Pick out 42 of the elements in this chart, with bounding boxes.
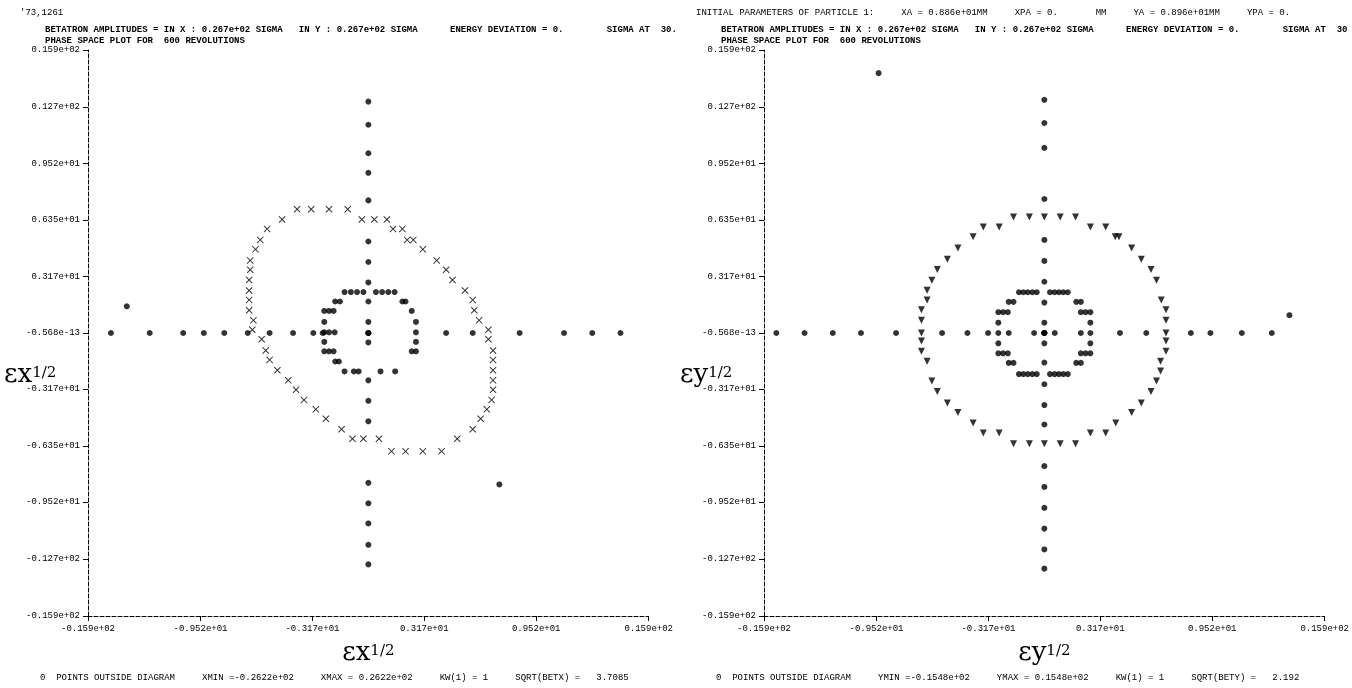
text: '73,1261: [20, 7, 64, 18]
text: 0 POINTS OUTSIDE DIAGRAM XMIN =-0.2622e+02 XMAX = 0.2622e+02 KW(1) = 1 SQRT(BETX) = 3.7085: [40, 672, 629, 683]
x-tick-label: 0.952e+01: [511, 623, 561, 634]
y-tick-label: 0.159e+02: [707, 45, 756, 55]
y-tick-label: 0.317e+01: [31, 271, 80, 282]
chart-title: BETATRON AMPLITUDES = IN X : 0.267e+02 SIGMA IN Y : 0.267e+02 SIGMA ENERGY DEVIATION = 0. SIGMA AT 30.: [45, 24, 677, 35]
y-tick-label: -0.159e+02: [701, 611, 756, 621]
x-tick-label: 0.159e+02: [1300, 623, 1349, 634]
x-tick-label: -0.159e+02: [736, 623, 792, 634]
y-tick-label: -0.127e+02: [25, 554, 80, 565]
x-tick-label: 0.317e+01: [1075, 623, 1125, 634]
y-tick-label: 0.317e+01: [707, 271, 756, 282]
y-tick-label: -0.568e-13: [25, 328, 80, 338]
text: INITIAL PARAMETERS OF PARTICLE 1: XA = 0.886e+01MM XPA = 0. MM YA = 0.896e+01MM YPA = 0.: [696, 7, 1291, 18]
x-tick-label: -0.159e+02: [60, 623, 116, 634]
y-tick-label: -0.159e+02: [25, 611, 80, 621]
y-tick-label: 0.635e+01: [707, 214, 756, 225]
y-tick-label: 0.127e+02: [31, 101, 80, 112]
chart-title: BETATRON AMPLITUDES = IN X : 0.267e+02 SIGMA IN Y : 0.267e+02 SIGMA ENERGY DEVIATION = 0. SIGMA AT 30: [721, 24, 1348, 35]
y-tick-label: -0.127e+02: [701, 554, 756, 565]
y-tick-label: 0.635e+01: [31, 214, 80, 225]
chart-subtitle: PHASE SPACE PLOT FOR 600 REVOLUTIONS: [45, 35, 246, 46]
x-tick-label: 0.159e+02: [624, 623, 673, 634]
y-tick-label: -0.568e-13: [701, 328, 756, 338]
y-tick-label: 0.952e+01: [31, 158, 80, 169]
x-tick-label: -0.952e+01: [849, 623, 904, 634]
y-tick-label: 0.127e+02: [707, 101, 756, 112]
y-tick-label: -0.952e+01: [25, 497, 80, 508]
y-tick-label: 0.952e+01: [707, 158, 756, 169]
y-tick-label: -0.635e+01: [701, 441, 756, 452]
x-tick-label: -0.952e+01: [173, 623, 228, 634]
y-tick-label: -0.635e+01: [25, 441, 80, 452]
text: 0 POINTS OUTSIDE DIAGRAM YMIN =-0.1548e+02 YMAX = 0.1548e+02 KW(1) = 1 SQRT(BETY) = 2.192: [716, 672, 1300, 683]
y-tick-label: 0.159e+02: [31, 45, 80, 55]
x-tick-label: 0.317e+01: [399, 623, 449, 634]
y-tick-label: -0.317e+01: [25, 384, 80, 395]
y-tick-label: -0.952e+01: [701, 497, 756, 508]
chart-subtitle: PHASE SPACE PLOT FOR 600 REVOLUTIONS: [721, 35, 922, 46]
x-tick-label: -0.317e+01: [961, 623, 1016, 634]
x-tick-label: -0.317e+01: [285, 623, 340, 634]
y-tick-label: -0.317e+01: [701, 384, 756, 395]
x-tick-label: 0.952e+01: [1187, 623, 1237, 634]
